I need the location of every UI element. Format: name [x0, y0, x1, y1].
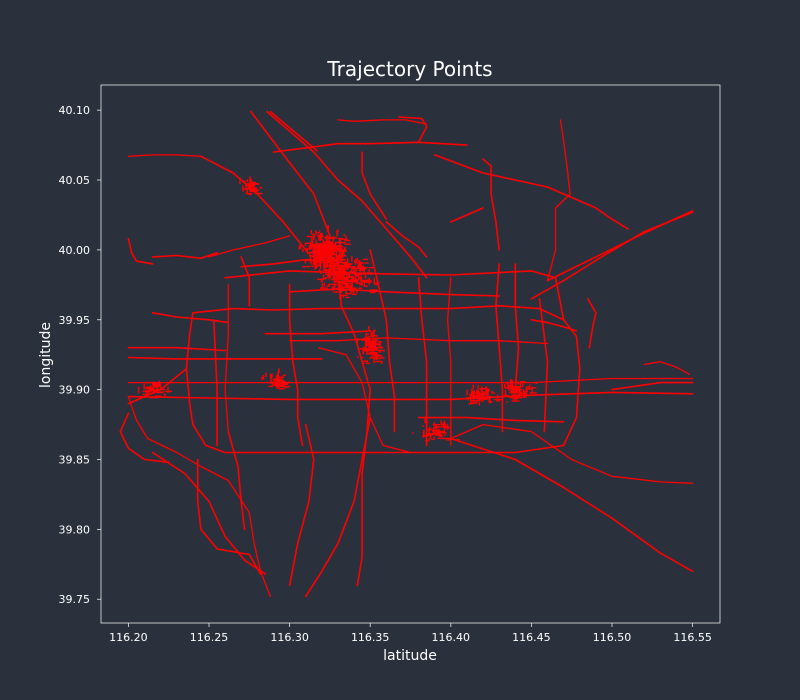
x-tick-label: 116.20 — [109, 631, 148, 644]
trajectory-line-56 — [449, 207, 484, 223]
trajectory-line-22 — [119, 412, 170, 464]
trajectory-line-20 — [127, 395, 271, 598]
y-tick-label: 39.75 — [59, 593, 91, 606]
trajectory-line-17 — [530, 211, 694, 300]
trajectory-line-23 — [196, 458, 262, 575]
plot-area — [100, 84, 721, 624]
trajectory-line-29 — [304, 416, 372, 598]
trajectory-line-12 — [272, 141, 468, 153]
trajectory-line-10 — [127, 154, 202, 157]
point-cluster-6 — [412, 416, 460, 442]
trajectory-line-53 — [385, 221, 428, 258]
x-tick-label: 116.40 — [432, 631, 471, 644]
point-cluster-5 — [497, 379, 538, 403]
trajectory-line-55 — [337, 119, 428, 125]
trajectory-line-9 — [250, 110, 331, 237]
x-tick-label: 116.50 — [593, 631, 632, 644]
point-cluster-3 — [466, 384, 502, 406]
trajectory-line-31 — [288, 283, 304, 447]
x-axis-label: latitude — [383, 648, 437, 664]
x-tick-label: 116.25 — [190, 631, 229, 644]
x-tick-label: 116.30 — [270, 631, 309, 644]
trajectory-line-24 — [227, 430, 246, 531]
trajectory-line-8 — [269, 110, 318, 152]
trajectory-line-45 — [208, 235, 291, 258]
plot-frame — [100, 84, 721, 624]
point-cluster-2 — [355, 326, 385, 365]
x-tick-label: 116.45 — [512, 631, 551, 644]
y-tick-label: 39.90 — [59, 384, 91, 397]
y-tick-label: 39.95 — [59, 314, 91, 327]
trajectory-line-48 — [127, 346, 226, 352]
trajectory-line-40 — [288, 337, 549, 345]
trajectory-line-39 — [417, 416, 565, 423]
trajectory-line-3 — [224, 270, 565, 321]
trajectory-line-7 — [266, 110, 428, 279]
trajectory-line-37 — [514, 263, 520, 391]
trajectory-line-5 — [224, 284, 229, 433]
y-axis-label: longitude — [38, 322, 54, 388]
trajectory-line-14 — [433, 154, 629, 230]
y-tick-label: 40.00 — [59, 244, 91, 257]
trajectory-line-42 — [288, 288, 501, 297]
trajectory-line-21 — [151, 451, 267, 575]
y-tick-label: 39.80 — [59, 523, 91, 536]
point-cluster-8 — [137, 380, 172, 399]
trajectory-line-13 — [398, 116, 428, 144]
trajectory-line-2 — [127, 304, 581, 454]
point-cluster-7 — [239, 176, 263, 196]
trajectory-line-32 — [337, 263, 372, 391]
y-tick-label: 40.05 — [59, 174, 91, 187]
trajectory-line-47 — [127, 237, 154, 265]
trajectory-line-1 — [127, 391, 694, 401]
cluster-layer — [137, 176, 538, 442]
trajectory-line-51 — [586, 297, 597, 349]
point-cluster-1 — [317, 258, 380, 301]
chart-title: Trajectory Points — [326, 57, 492, 81]
trajectory-line-28 — [356, 388, 372, 587]
trajectory-line-38 — [482, 158, 501, 251]
trajectory-line-0 — [127, 377, 694, 384]
trajectory-line-54 — [361, 151, 388, 220]
trajectory-line-52 — [530, 318, 578, 332]
trajectory-line-35 — [446, 277, 452, 447]
trajectory-line-26 — [449, 437, 694, 573]
trajectory-line-19 — [151, 311, 230, 324]
trajectory-line-4 — [213, 318, 218, 447]
y-axis: 39.75 39.80 39.85 39.90 39.95 40.00 40.05 40.10 — [59, 104, 101, 606]
trajectory-line-36 — [495, 263, 504, 433]
x-tick-label: 116.35 — [351, 631, 390, 644]
trajectory-line-15 — [546, 119, 571, 282]
trajectory-line-6 — [538, 297, 549, 433]
x-axis: 116.20 116.25 116.30 116.35 116.40 116.45 116.… — [109, 623, 712, 644]
trajectory-line-18 — [127, 356, 323, 360]
trajectory-line-44 — [240, 256, 251, 307]
y-tick-label: 39.85 — [59, 454, 91, 467]
trajectory-line-25 — [450, 423, 694, 484]
point-cluster-4 — [261, 368, 290, 390]
x-tick-label: 116.55 — [673, 631, 712, 644]
trajectory-layer — [119, 110, 694, 598]
trajectory-line-46 — [151, 251, 218, 260]
trajectory-line-50 — [643, 361, 691, 375]
trajectory-line-41 — [264, 330, 372, 335]
trajectory-line-27 — [288, 423, 315, 587]
trajectory-line-49 — [611, 381, 694, 391]
trajectory-line-30 — [317, 347, 412, 454]
y-tick-label: 40.10 — [59, 104, 91, 117]
trajectory-line-33 — [369, 249, 396, 433]
